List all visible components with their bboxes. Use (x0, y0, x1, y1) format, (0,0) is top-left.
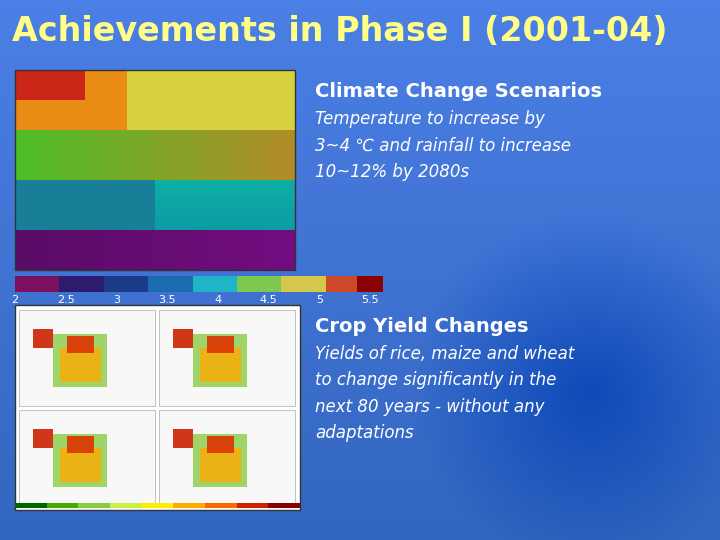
Text: Achievements in Phase I (2001-04): Achievements in Phase I (2001-04) (12, 15, 667, 48)
Text: Yields of rice, maize and wheat
to change significantly in the
next 80 years - w: Yields of rice, maize and wheat to chang… (315, 345, 575, 442)
Bar (207, 336, 234, 353)
Text: 2.5: 2.5 (57, 295, 75, 305)
Bar (15, 305, 300, 510)
Bar (282, 276, 325, 292)
Bar (60, 448, 101, 482)
Bar (269, 503, 300, 508)
Bar (60, 348, 101, 382)
Bar (173, 329, 193, 348)
Bar (15, 503, 47, 508)
Bar (200, 348, 240, 382)
Bar (53, 334, 107, 387)
Bar (237, 276, 282, 292)
Bar (53, 434, 107, 487)
Bar (32, 429, 53, 448)
Text: 5.5: 5.5 (361, 295, 379, 305)
Text: Crop Yield Changes: Crop Yield Changes (315, 317, 528, 336)
Bar (205, 503, 237, 508)
Bar (15, 276, 59, 292)
Bar (59, 276, 104, 292)
Text: 4: 4 (215, 295, 222, 305)
Text: Temperature to increase by
3~4 ℃ and rainfall to increase
10~12% by 2080s: Temperature to increase by 3~4 ℃ and rai… (315, 110, 571, 181)
Text: 3: 3 (113, 295, 120, 305)
Bar (66, 436, 94, 453)
Bar (174, 503, 205, 508)
Bar (110, 503, 142, 508)
Bar (148, 276, 192, 292)
Bar (237, 503, 269, 508)
Bar (15, 70, 295, 270)
Bar (19, 310, 155, 406)
Text: 3.5: 3.5 (158, 295, 176, 305)
Text: 4.5: 4.5 (260, 295, 277, 305)
Bar (193, 334, 248, 387)
Bar (47, 503, 78, 508)
Bar (19, 410, 155, 506)
Bar (192, 276, 237, 292)
Bar (32, 329, 53, 348)
Bar (159, 310, 295, 406)
Bar (142, 503, 174, 508)
Bar (159, 410, 295, 506)
Bar (193, 434, 248, 487)
Bar (78, 503, 110, 508)
Text: Climate Change Scenarios: Climate Change Scenarios (315, 82, 602, 101)
Bar (325, 276, 370, 292)
Text: 2: 2 (12, 295, 19, 305)
Text: 5: 5 (316, 295, 323, 305)
Bar (104, 276, 148, 292)
Bar (66, 336, 94, 353)
Bar (200, 448, 240, 482)
Bar (173, 429, 193, 448)
Bar (207, 436, 234, 453)
Bar (356, 276, 383, 292)
